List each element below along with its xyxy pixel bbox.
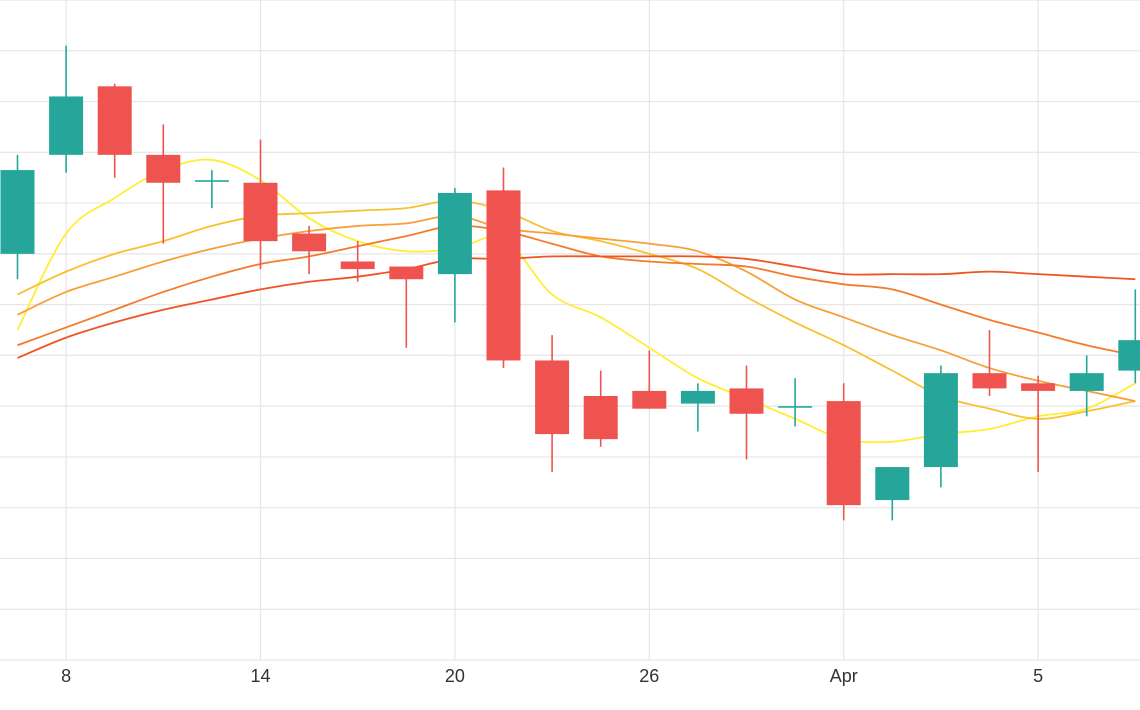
candle-body [146, 154, 181, 183]
candle-down [632, 350, 667, 409]
candle-body [535, 360, 570, 435]
candle-down [826, 383, 861, 521]
candle-down [729, 365, 764, 460]
candle-body [1069, 373, 1104, 391]
candle-body [875, 467, 910, 501]
moving-average-line-3 [17, 214, 1136, 402]
vertical-gridlines [65, 0, 1039, 660]
candle-up [194, 170, 229, 209]
candle-up [778, 378, 813, 427]
candle-down [340, 241, 375, 282]
candle-down [292, 225, 327, 275]
moving-average-line-4 [17, 224, 1136, 357]
candle-up [923, 365, 958, 488]
candle-down [1021, 375, 1056, 473]
candle-body [340, 261, 375, 270]
candle-body [972, 373, 1007, 389]
candle-down [243, 139, 278, 270]
horizontal-gridlines [0, 0, 1140, 661]
moving-average-lines [16, 158, 1136, 444]
candle-body [778, 406, 813, 408]
candle-body [437, 192, 472, 275]
candle-up [0, 154, 35, 280]
candle-body [97, 86, 132, 155]
candle-up [875, 467, 910, 521]
candle-up [1118, 289, 1140, 384]
candle-body [583, 396, 618, 440]
x-tick-label: 8 [61, 666, 71, 686]
candle-up [49, 45, 84, 173]
candle-down [583, 370, 618, 447]
candle-body [0, 170, 35, 254]
x-tick-label: 5 [1033, 666, 1043, 686]
candle-body [49, 96, 84, 155]
candle-body [389, 266, 424, 280]
candle-body [292, 233, 327, 252]
candle-body [632, 390, 667, 409]
moving-average-line-5 [17, 255, 1136, 359]
moving-average-line-2 [17, 199, 1136, 420]
moving-average-line-1 [16, 158, 1136, 444]
candle-down [97, 83, 132, 178]
candle-body [243, 182, 278, 242]
candle-up [437, 187, 472, 323]
candle-body [1021, 383, 1056, 391]
x-tick-label: 20 [445, 666, 465, 686]
candle-body [486, 190, 521, 361]
x-tick-label: Apr [830, 666, 858, 686]
candle-down [972, 330, 1007, 396]
candle-up [680, 383, 715, 432]
candle-down [389, 266, 424, 348]
candle-down [486, 167, 521, 369]
candle-body [194, 180, 229, 182]
x-axis-tick-labels: 8 14 20 26 Apr 5 [61, 666, 1043, 686]
candle-up [1069, 355, 1104, 417]
candle-body [923, 373, 958, 468]
candle-body [1118, 340, 1140, 371]
candles [0, 45, 1140, 521]
candle-body [826, 401, 861, 506]
x-tick-label: 14 [250, 666, 270, 686]
candle-body [729, 388, 764, 414]
candle-down [146, 124, 181, 244]
candle-body [680, 390, 715, 404]
x-tick-label: 26 [639, 666, 659, 686]
candle-down [535, 335, 570, 473]
